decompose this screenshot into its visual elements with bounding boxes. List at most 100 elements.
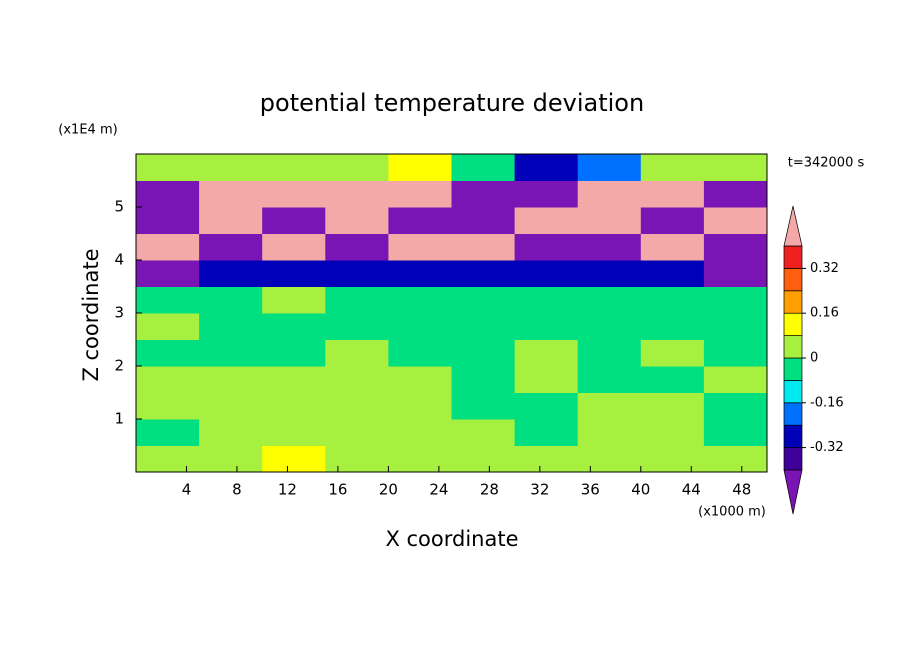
- contour-cell: [262, 392, 326, 420]
- contour-cell: [388, 207, 452, 234]
- y-axis-title: Z coordinate: [79, 248, 103, 381]
- colorbar-box: [783, 312, 803, 336]
- contour-cell: [451, 392, 516, 420]
- chart-title: potential temperature deviation: [260, 89, 644, 117]
- contour-cell: [514, 419, 579, 446]
- x-unit: (x1000 m): [698, 505, 766, 520]
- contour-cell: [199, 180, 263, 208]
- contour-cell: [136, 260, 200, 287]
- y-tick-label: 1: [114, 410, 124, 428]
- contour-cell: [577, 313, 642, 340]
- x-tick-label: 40: [631, 481, 650, 499]
- contour-cell: [514, 313, 579, 340]
- x-tick-label: 24: [429, 481, 448, 499]
- y-tick-label: 2: [114, 357, 124, 375]
- contour-cell: [514, 260, 579, 287]
- contour-cell: [640, 339, 705, 367]
- contour-cell: [199, 286, 263, 314]
- contour-cell: [514, 366, 579, 393]
- contour-cell: [199, 419, 263, 446]
- contour-cell: [451, 313, 516, 340]
- colorbar-bottom-arrow: [783, 469, 803, 515]
- colorbar-box: [783, 447, 803, 471]
- contour-cell: [577, 392, 642, 420]
- colorbar-box: [783, 402, 803, 426]
- contour-cell: [577, 419, 642, 446]
- contour-cell: [703, 313, 768, 340]
- x-tick-label: 8: [232, 481, 242, 499]
- contour-cell: [703, 419, 768, 446]
- colorbar-box: [783, 268, 803, 292]
- contour-cell: [577, 445, 642, 473]
- contour-cell: [640, 286, 705, 314]
- contour-cell: [640, 445, 705, 473]
- contour-cell: [703, 154, 768, 181]
- y-tick-label: 3: [114, 304, 124, 322]
- contour-cell: [388, 180, 452, 208]
- contour-cell: [451, 233, 516, 261]
- x-axis-title: X coordinate: [385, 527, 518, 551]
- contour-cell: [703, 392, 768, 420]
- contour-cell: [577, 154, 642, 181]
- x-tick-label: 20: [379, 481, 398, 499]
- contour-cell: [514, 339, 579, 367]
- contour-cell: [136, 154, 200, 181]
- contour-cell: [703, 207, 768, 234]
- contour-cell: [388, 419, 452, 446]
- contour-cell: [325, 339, 389, 367]
- contour-cell: [388, 392, 452, 420]
- x-tick-label: 44: [682, 481, 701, 499]
- contour-cell: [262, 313, 326, 340]
- contour-cell: [514, 233, 579, 261]
- contour-cell: [514, 154, 579, 181]
- contour-cell: [199, 366, 263, 393]
- contour-cell: [325, 366, 389, 393]
- x-tick-label: 28: [480, 481, 499, 499]
- contour-cell: [325, 419, 389, 446]
- contour-cell: [325, 392, 389, 420]
- x-tick-label: 36: [581, 481, 600, 499]
- contour-cell: [388, 445, 452, 473]
- colorbar-box: [783, 290, 803, 314]
- colorbar-tick-label: 0.16: [810, 306, 839, 321]
- contour-cell: [451, 260, 516, 287]
- y-tick-label: 5: [114, 198, 124, 216]
- contour-cell: [388, 366, 452, 393]
- contour-cell: [388, 154, 452, 181]
- contour-cell: [514, 180, 579, 208]
- contour-cell: [577, 339, 642, 367]
- contour-cell: [388, 260, 452, 287]
- colorbar-box: [783, 357, 803, 381]
- contour-cell: [703, 260, 768, 287]
- time-annotation: t=342000 s: [788, 156, 865, 171]
- x-tick-label: 16: [328, 481, 347, 499]
- contour-cell: [640, 207, 705, 234]
- contour-cell: [199, 260, 263, 287]
- contour-cell: [136, 233, 200, 261]
- contour-cell: [577, 180, 642, 208]
- contour-cell: [262, 419, 326, 446]
- contour-cell: [703, 339, 768, 367]
- contour-cell: [388, 233, 452, 261]
- contour-cell: [136, 366, 200, 393]
- contour-cell: [514, 286, 579, 314]
- contour-cell: [199, 233, 263, 261]
- colorbar-box: [783, 380, 803, 404]
- contour-cell: [325, 313, 389, 340]
- contour-cell: [703, 366, 768, 393]
- contour-cell: [640, 313, 705, 340]
- contour-cell: [199, 392, 263, 420]
- colorbar-tick-label: 0: [810, 351, 818, 366]
- contour-cell: [262, 180, 326, 208]
- contour-cell: [451, 419, 516, 446]
- contour-cell: [262, 286, 326, 314]
- y-unit: (x1E4 m): [58, 123, 117, 138]
- contour-cell: [262, 339, 326, 367]
- x-tick-label: 12: [278, 481, 297, 499]
- contour-cell: [325, 286, 389, 314]
- contour-cell: [388, 339, 452, 367]
- contour-cell: [388, 313, 452, 340]
- contour-cell: [136, 313, 200, 340]
- y-tick-label: 4: [114, 251, 124, 269]
